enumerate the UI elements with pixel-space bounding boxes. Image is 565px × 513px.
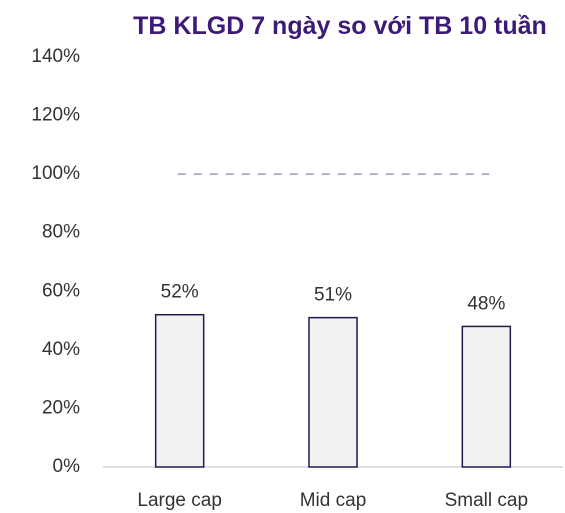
x-tick-label: Large cap [137,490,222,511]
value-label: 52% [161,282,199,303]
x-tick-label: Mid cap [300,490,367,511]
y-tick-label: 120% [31,105,80,126]
y-tick-label: 0% [53,456,81,477]
y-tick-label: 20% [42,397,80,418]
y-tick-label: 100% [31,163,80,184]
bar [154,313,205,468]
y-tick-label: 80% [42,222,80,243]
y-tick-label: 40% [42,339,80,360]
bar [461,325,512,468]
chart-title: TB KLGD 7 ngày so với TB 10 tuần [133,12,547,40]
bar [308,316,358,468]
y-tick-label: 140% [31,46,80,67]
y-tick-label: 60% [42,280,80,301]
value-label: 51% [314,285,352,306]
x-tick-label: Small cap [445,490,528,511]
value-label: 48% [467,293,505,314]
